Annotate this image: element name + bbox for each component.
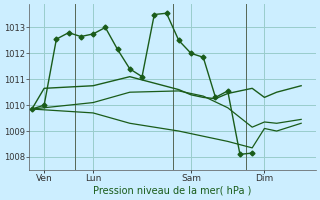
X-axis label: Pression niveau de la mer( hPa ): Pression niveau de la mer( hPa ) [93,186,252,196]
